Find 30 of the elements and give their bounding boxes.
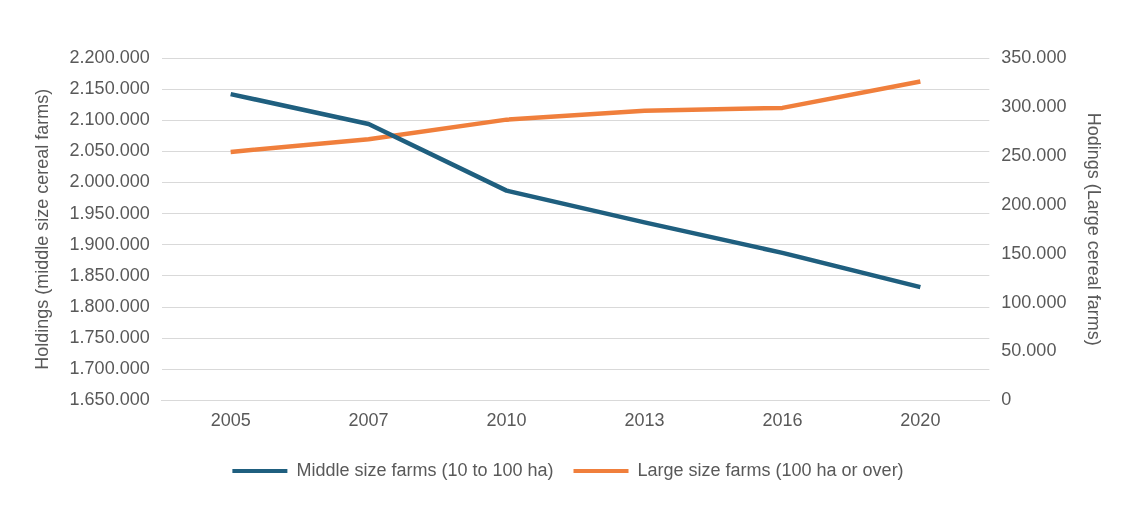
legend-label: Middle size farms (10 to 100 ha): [296, 459, 554, 480]
y-tick-label: 2.150.000: [69, 78, 150, 99]
x-tick-label: 2013: [624, 410, 665, 431]
y-tick-label: 2.050.000: [69, 140, 150, 161]
y2-tick-label: 350.000: [1001, 46, 1067, 67]
y-axis-title: Holdings (middle size cereal farms): [31, 88, 52, 370]
y2-tick-label: 200.000: [1001, 193, 1067, 214]
y2-tick-label: 150.000: [1001, 242, 1067, 263]
y2-tick-label: 300.000: [1001, 95, 1067, 116]
x-tick-label: 2020: [900, 410, 941, 431]
y-tick-label: 1.950.000: [69, 202, 150, 223]
x-tick-label: 2010: [486, 410, 527, 431]
y-tick-label: 2.000.000: [69, 171, 150, 192]
y-tick-label: 1.850.000: [69, 264, 150, 285]
y-tick-label: 1.700.000: [69, 358, 150, 379]
y-tick-label: 1.900.000: [69, 233, 150, 254]
x-tick-label: 2005: [210, 410, 251, 431]
y2-axis-title: Hodings (Large cereal farms): [1084, 112, 1105, 346]
x-tick-label: 2007: [348, 410, 389, 431]
legend-label: Large size farms (100 ha or over): [637, 459, 904, 480]
y-tick-label: 1.650.000: [69, 389, 150, 410]
y2-tick-label: 100.000: [1001, 291, 1067, 312]
x-tick-label: 2016: [762, 410, 803, 431]
y-tick-label: 2.100.000: [69, 109, 150, 130]
y-tick-label: 1.750.000: [69, 327, 150, 348]
y2-tick-label: 50.000: [1001, 340, 1057, 361]
y2-tick-label: 250.000: [1001, 144, 1067, 165]
y-tick-label: 1.800.000: [69, 295, 150, 316]
y2-tick-label: 0: [1001, 389, 1012, 410]
y-tick-label: 2.200.000: [69, 46, 150, 67]
